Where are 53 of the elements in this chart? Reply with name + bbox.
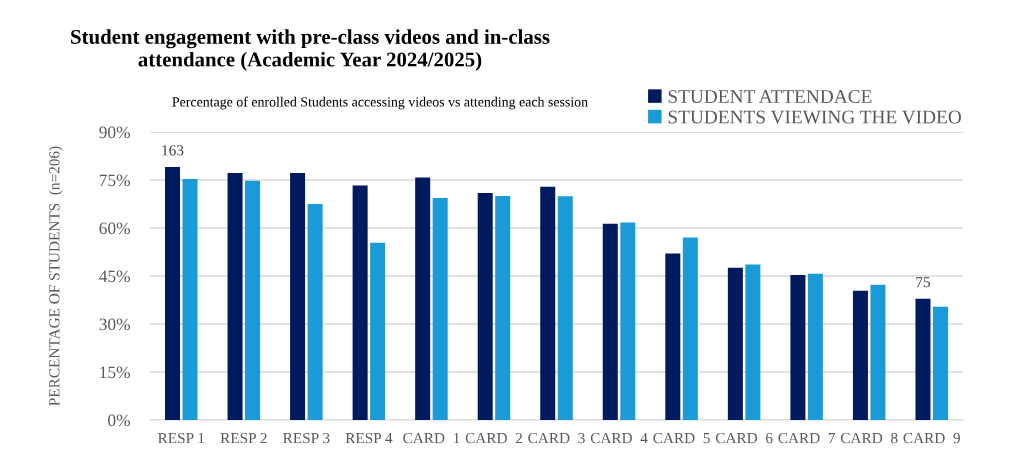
bar bbox=[915, 298, 931, 420]
x-tick-label: CARD 6 bbox=[715, 432, 773, 444]
y-tick-label: 90% bbox=[99, 126, 130, 139]
bar bbox=[745, 264, 761, 420]
bar bbox=[352, 185, 368, 420]
bar bbox=[165, 166, 181, 420]
x-tick-label: CARD 4 bbox=[590, 432, 648, 444]
bar bbox=[557, 196, 573, 420]
bar bbox=[932, 306, 948, 420]
bar bbox=[540, 186, 556, 420]
bar bbox=[245, 180, 261, 420]
bar bbox=[852, 290, 868, 420]
chart-title: Student engagement with pre-class videos and in-class attendance (Academic Year 2024/2025) bbox=[71, 29, 550, 71]
y-tick-label: 60% bbox=[99, 222, 130, 235]
bar bbox=[790, 275, 806, 420]
legend-label: STUDENT ATTENDACE bbox=[668, 90, 872, 104]
bar bbox=[432, 197, 448, 420]
x-tick-label: CARD 1 bbox=[403, 432, 460, 444]
bar bbox=[477, 193, 493, 420]
y-tick-label: 0% bbox=[108, 414, 130, 427]
bar bbox=[807, 273, 823, 420]
bar bbox=[727, 267, 743, 420]
x-tick-label: CARD 3 bbox=[528, 432, 585, 444]
x-tick-label: RESP 2 bbox=[220, 432, 267, 444]
bar bbox=[307, 204, 323, 420]
bar bbox=[415, 177, 431, 420]
y-tick-label: 15% bbox=[100, 366, 130, 379]
x-tick-label: CARD 5 bbox=[653, 432, 710, 444]
y-axis-title: PERCENTAGE OF STUDENTS (n=206) bbox=[48, 146, 63, 406]
bar bbox=[182, 179, 198, 420]
annotation: 75 bbox=[916, 277, 931, 288]
x-tick-label: RESP 3 bbox=[283, 432, 330, 444]
annotation: 163 bbox=[162, 145, 184, 156]
x-tick-label: CARD 7 bbox=[778, 432, 836, 444]
x-tick-label: RESP 1 bbox=[158, 432, 205, 444]
bar bbox=[682, 237, 698, 420]
x-tick-label: RESP 4 bbox=[345, 432, 393, 444]
bar bbox=[870, 284, 886, 420]
chart-subtitle: Percentage of enrolled Students accessing videos vs attending each session bbox=[172, 96, 588, 110]
x-tick-label: CARD 9 bbox=[903, 432, 960, 444]
bar bbox=[495, 196, 511, 420]
x-tick-label: CARD 8 bbox=[840, 432, 898, 444]
y-tick-label: 45% bbox=[99, 270, 130, 283]
bar bbox=[665, 253, 681, 420]
x-tick-label: CARD 2 bbox=[465, 432, 522, 444]
bar bbox=[227, 172, 243, 420]
legend-label: STUDENTS VIEWING THE VIDEO bbox=[668, 110, 961, 124]
bar bbox=[620, 222, 636, 420]
bar bbox=[370, 242, 386, 420]
bar bbox=[290, 172, 306, 420]
y-tick-label: 75% bbox=[99, 174, 130, 187]
y-tick-label: 30% bbox=[99, 318, 130, 331]
bar bbox=[602, 223, 618, 420]
